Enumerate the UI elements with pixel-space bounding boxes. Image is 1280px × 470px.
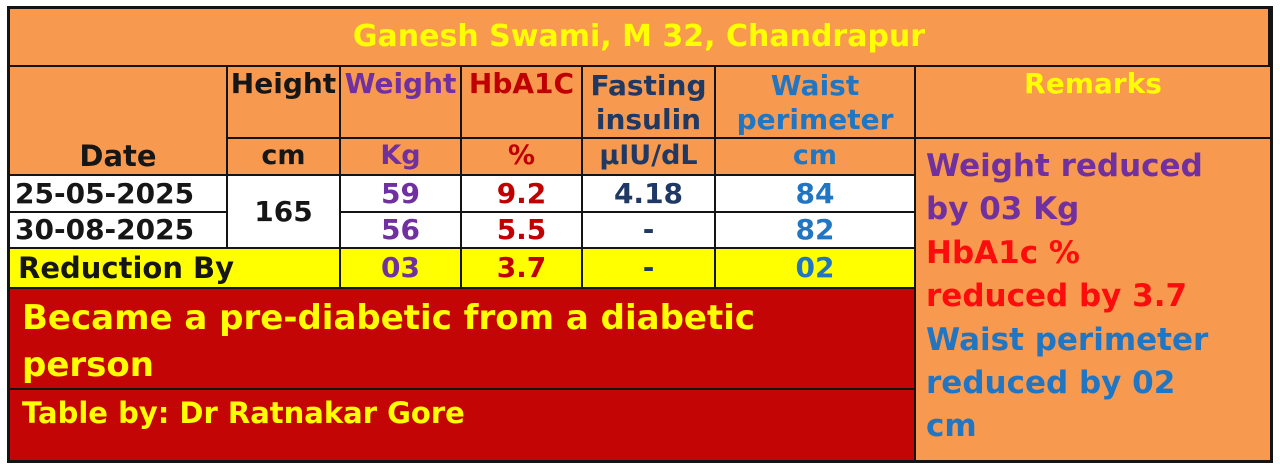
- table-credit: Table by: Dr Ratnakar Gore: [10, 390, 916, 460]
- reduction-weight: 03: [341, 249, 462, 289]
- unit-hba1c-percent: %: [462, 139, 583, 176]
- table-row-2-waist: 82: [716, 213, 916, 249]
- column-header-date: Date: [10, 67, 228, 176]
- remark-waist-line-2: reduced by 02: [926, 364, 1176, 401]
- unit-waist-cm: cm: [716, 139, 916, 176]
- table-row-2-weight: 56: [341, 213, 462, 249]
- table-row-1-hba1c: 9.2: [462, 176, 583, 213]
- remark-weight-line-1: Weight reduced: [926, 148, 1203, 184]
- table-row-1-fasting-insulin: 4.18: [583, 176, 716, 213]
- table-row-1-weight: 59: [341, 176, 462, 213]
- remark-waist-line-1: Waist perimeter: [926, 321, 1209, 358]
- unit-height-cm: cm: [228, 139, 341, 176]
- column-header-fasting-insulin: Fasting insulin: [583, 67, 716, 139]
- result-banner-line-2: person: [22, 344, 154, 385]
- column-header-weight: Weight: [341, 67, 462, 139]
- unit-fasting-insulin: µIU/dL: [583, 139, 716, 176]
- table-row-2-hba1c: 5.5: [462, 213, 583, 249]
- column-header-remarks: Remarks: [916, 67, 1270, 139]
- page-title: Ganesh Swami, M 32, Chandrapur: [10, 9, 1270, 67]
- remarks-body: Weight reduced by 03 Kg HbA1c % reduced …: [916, 139, 1270, 460]
- reduction-hba1c: 3.7: [462, 249, 583, 289]
- table-row-1-date: 25-05-2025: [10, 176, 228, 213]
- result-banner: Became a pre-diabetic from a diabetic pe…: [10, 289, 916, 390]
- reduction-waist: 02: [716, 249, 916, 289]
- unit-weight-kg: Kg: [341, 139, 462, 176]
- remark-hba1c-line-1: HbA1c %: [926, 234, 1080, 271]
- column-header-waist-perimeter: Waist perimeter: [716, 67, 916, 139]
- remark-weight: Weight reduced by 03 Kg: [926, 145, 1203, 232]
- table-row-1-waist: 84: [716, 176, 916, 213]
- remark-waist: Waist perimeter reduced by 02 cm: [926, 319, 1208, 449]
- remark-weight-line-2: by 03 Kg: [926, 191, 1080, 228]
- remark-hba1c: HbA1c % reduced by 3.7: [926, 232, 1187, 319]
- column-header-height: Height: [228, 67, 341, 139]
- table-row-2-fasting-insulin: -: [583, 213, 716, 249]
- result-banner-line-1: Became a pre-diabetic from a diabetic: [22, 298, 756, 338]
- patient-report-table: Ganesh Swami, M 32, Chandrapur Date Heig…: [7, 6, 1273, 463]
- remark-waist-line-3: cm: [926, 408, 977, 445]
- reduction-row-label: Reduction By: [10, 249, 341, 289]
- reduction-fasting-insulin: -: [583, 249, 716, 289]
- remark-hba1c-line-2: reduced by 3.7: [926, 278, 1188, 315]
- height-value: 165: [228, 176, 341, 249]
- table-row-2-date: 30-08-2025: [10, 213, 228, 249]
- column-header-hba1c: HbA1C: [462, 67, 583, 139]
